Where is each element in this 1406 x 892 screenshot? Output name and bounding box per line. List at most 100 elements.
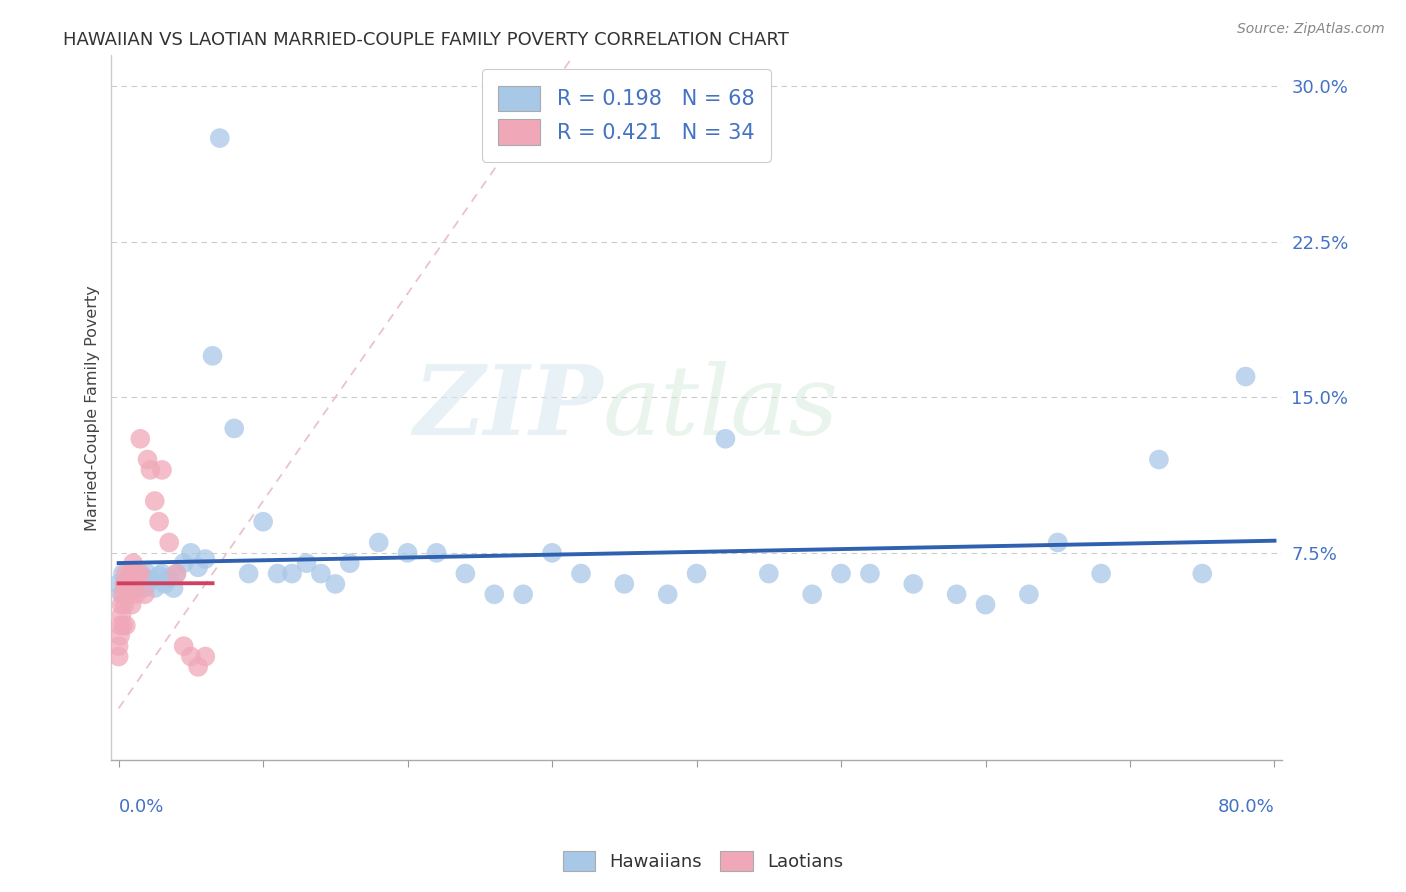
Point (295, 556, 318, 570)
Point (238, 566, 260, 581)
Point (120, 571, 142, 585)
Point (139, 463, 162, 477)
Point (132, 581, 155, 595)
Point (139, 573, 162, 587)
Point (1090, 566, 1112, 581)
Point (367, 535, 389, 549)
Point (512, 587, 534, 601)
Point (157, 571, 180, 585)
Point (541, 546, 564, 560)
Point (859, 566, 882, 581)
Point (111, 618, 134, 632)
Point (115, 581, 138, 595)
Point (121, 579, 143, 593)
Point (129, 566, 152, 581)
Point (657, 587, 679, 601)
Point (115, 566, 138, 581)
Text: ZIP: ZIP (413, 360, 603, 455)
Point (122, 556, 145, 570)
Point (309, 566, 332, 581)
Point (1018, 587, 1040, 601)
Point (136, 452, 159, 467)
Point (111, 587, 134, 601)
Point (118, 577, 141, 591)
Point (107, 639, 129, 653)
Point (945, 587, 967, 601)
Point (180, 649, 202, 664)
Text: 0.0%: 0.0% (118, 797, 165, 815)
Point (162, 581, 184, 595)
Point (125, 587, 148, 601)
Point (281, 566, 304, 581)
Point (1234, 369, 1257, 384)
Point (165, 566, 187, 581)
Point (143, 581, 166, 595)
Point (110, 598, 132, 612)
Legend: Hawaiians, Laotians: Hawaiians, Laotians (555, 844, 851, 879)
Point (1046, 535, 1069, 549)
Point (208, 131, 231, 145)
Point (801, 587, 824, 601)
Point (157, 535, 180, 549)
Legend: R = 0.198   N = 68, R = 0.421   N = 34: R = 0.198 N = 68, R = 0.421 N = 34 (482, 69, 770, 161)
Point (125, 581, 148, 595)
Point (201, 349, 224, 363)
Point (425, 546, 447, 560)
Text: HAWAIIAN VS LAOTIAN MARRIED-COUPLE FAMILY POVERTY CORRELATION CHART: HAWAIIAN VS LAOTIAN MARRIED-COUPLE FAMIL… (63, 31, 789, 49)
Point (127, 568, 149, 582)
Point (122, 577, 145, 591)
Point (150, 566, 173, 581)
Point (110, 608, 132, 623)
Point (117, 587, 139, 601)
Point (148, 515, 170, 529)
Point (484, 587, 506, 601)
Point (148, 568, 170, 582)
Text: Source: ZipAtlas.com: Source: ZipAtlas.com (1237, 22, 1385, 37)
Point (252, 515, 274, 529)
Y-axis label: Married-Couple Family Poverty: Married-Couple Family Poverty (86, 285, 100, 531)
Text: 80.0%: 80.0% (1218, 797, 1274, 815)
Point (120, 566, 142, 581)
Point (110, 587, 132, 601)
Point (129, 566, 152, 581)
Point (1147, 452, 1170, 467)
Point (107, 649, 129, 664)
Point (115, 618, 138, 632)
Point (187, 660, 209, 674)
Point (108, 629, 131, 643)
Point (224, 421, 246, 435)
Point (129, 432, 152, 446)
Point (112, 598, 135, 612)
Point (107, 577, 129, 591)
Point (150, 463, 173, 477)
Point (613, 577, 636, 591)
Point (108, 618, 131, 632)
Point (974, 598, 997, 612)
Point (758, 566, 780, 581)
Point (112, 577, 135, 591)
Point (118, 583, 141, 598)
Point (830, 566, 852, 581)
Point (396, 546, 419, 560)
Point (325, 577, 347, 591)
Point (131, 573, 153, 587)
Point (165, 566, 187, 581)
Point (173, 556, 195, 570)
Text: atlas: atlas (603, 360, 839, 455)
Point (117, 573, 139, 587)
Point (714, 432, 737, 446)
Point (194, 649, 217, 664)
Point (143, 494, 166, 508)
Point (134, 571, 156, 585)
Point (136, 566, 159, 581)
Point (180, 546, 202, 560)
Point (135, 579, 157, 593)
Point (1191, 566, 1213, 581)
Point (122, 566, 145, 581)
Point (685, 566, 707, 581)
Point (124, 574, 146, 589)
Point (134, 587, 156, 601)
Point (121, 598, 143, 612)
Point (454, 566, 477, 581)
Point (173, 639, 195, 653)
